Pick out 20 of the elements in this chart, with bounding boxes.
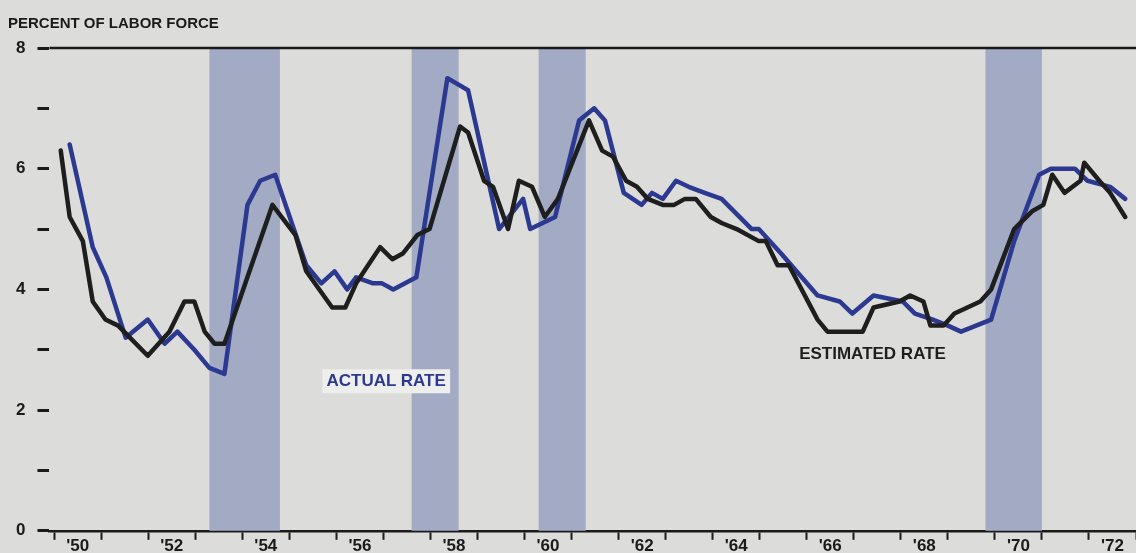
x-tick-label: '70	[1006, 535, 1030, 553]
x-tick-label: '52	[160, 535, 184, 553]
x-tick-label: '64	[724, 535, 749, 553]
y-axis-title: PERCENT OF LABOR FORCE	[8, 14, 219, 31]
x-tick-label: '50	[66, 535, 90, 553]
x-tick-label: '66	[818, 535, 842, 553]
x-tick-label: '54	[254, 535, 278, 553]
x-tick-label: '56	[348, 535, 372, 553]
series-label: ESTIMATED RATE	[799, 344, 946, 364]
y-tick-label: 6	[15, 158, 26, 178]
y-tick-label: 8	[15, 37, 26, 57]
x-tick-label: '58	[442, 535, 466, 553]
x-tick-label: '72	[1101, 535, 1124, 553]
y-tick-label: 0	[15, 520, 26, 540]
x-tick-label: '60	[536, 535, 560, 553]
x-tick-label: '68	[912, 535, 936, 553]
y-tick-label: 4	[15, 279, 26, 299]
x-tick-label: '62	[630, 535, 654, 553]
text: ACTUAL RATE	[326, 370, 446, 390]
y-tick-label: 2	[15, 399, 26, 419]
